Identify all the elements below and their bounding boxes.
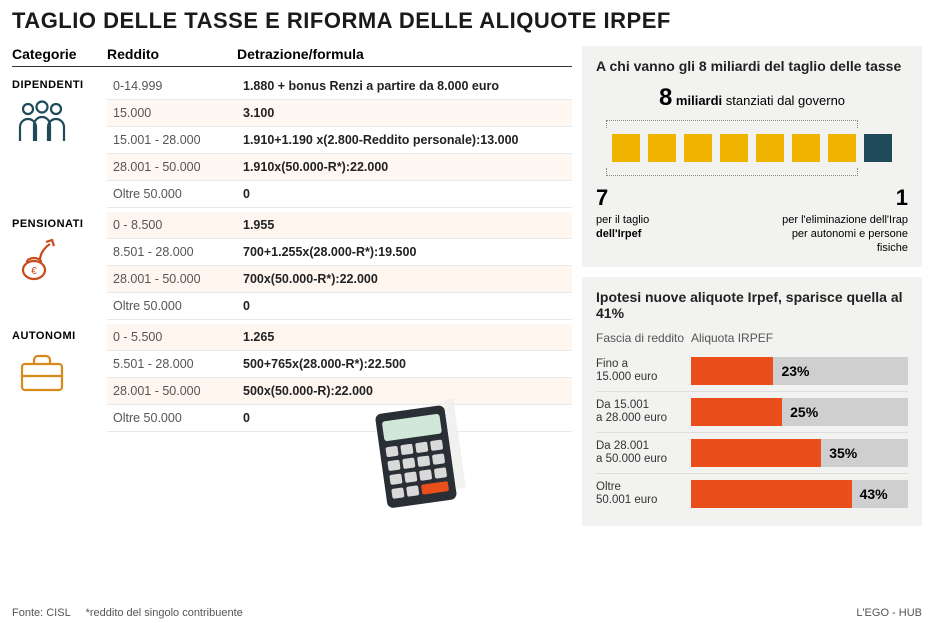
group-dipendenti: DIPENDENTI0-14.9991.880 + bonus Renzi a … xyxy=(12,73,572,208)
group-name: PENSIONATI xyxy=(12,218,107,230)
cell-detrazione: 0 xyxy=(243,299,566,313)
cell-detrazione: 500+765x(28.000-R*):22.500 xyxy=(243,357,566,371)
table-row: 5.501 - 28.000500+765x(28.000-R*):22.500 xyxy=(107,351,572,378)
cell-reddito: 15.000 xyxy=(113,106,243,120)
brackets-col-aliquota: Aliquota IRPEF xyxy=(691,331,773,345)
cell-detrazione: 1.880 + bonus Renzi a partire da 8.000 e… xyxy=(243,79,566,93)
cell-reddito: 8.501 - 28.000 xyxy=(113,245,243,259)
bracket-pct: 35% xyxy=(829,445,857,461)
footer-credit: L'EGO - HUB xyxy=(856,607,922,619)
allocation-box: A chi vanno gli 8 miliardi del taglio de… xyxy=(582,46,922,267)
cell-detrazione: 0 xyxy=(243,411,566,425)
bracket-bar: 43% xyxy=(691,480,908,508)
bracket-bar: 25% xyxy=(691,398,908,426)
cell-reddito: Oltre 50.000 xyxy=(113,411,243,425)
table-row: 28.001 - 50.000700x(50.000-R*):22.000 xyxy=(107,266,572,293)
allocation-square xyxy=(792,134,820,162)
main-title: TAGLIO DELLE TASSE E RIFORMA DELLE ALIQU… xyxy=(12,8,922,34)
cell-reddito: 0 - 5.500 xyxy=(113,330,243,344)
cell-detrazione: 1.265 xyxy=(243,330,566,344)
header-detrazione: Detrazione/formula xyxy=(237,46,572,62)
deductions-table: Categorie Reddito Detrazione/formula DIP… xyxy=(12,46,572,526)
footer-source: Fonte: CISL *reddito del singolo contrib… xyxy=(12,607,243,619)
table-row: 0-14.9991.880 + bonus Renzi a partire da… xyxy=(107,73,572,100)
bracket-label: Oltre50.001 euro xyxy=(596,481,691,509)
table-row: Oltre 50.0000 xyxy=(107,293,572,320)
allocation-title: A chi vanno gli 8 miliardi del taglio de… xyxy=(596,58,908,74)
allocation-squares xyxy=(596,126,908,170)
cell-detrazione: 1.910+1.190 x(2.800-Reddito personale):1… xyxy=(243,133,566,147)
cell-detrazione: 0 xyxy=(243,187,566,201)
cell-detrazione: 1.910x(50.000-R*):22.000 xyxy=(243,160,566,174)
brackets-col-fascia: Fascia di reddito xyxy=(596,331,691,345)
brackets-title: Ipotesi nuove aliquote Irpef, sparisce q… xyxy=(596,289,908,321)
cell-reddito: 28.001 - 50.000 xyxy=(113,160,243,174)
cell-reddito: 28.001 - 50.000 xyxy=(113,272,243,286)
bracket-pct: 23% xyxy=(781,363,809,379)
allocation-headline: 8 miliardi stanziati dal governo xyxy=(596,84,908,112)
cell-detrazione: 3.100 xyxy=(243,106,566,120)
bracket-pct: 43% xyxy=(860,486,888,502)
header-categorie: Categorie xyxy=(12,46,107,62)
table-row: 28.001 - 50.000500x(50.000-R):22.000 xyxy=(107,378,572,405)
table-row: Oltre 50.0000 xyxy=(107,405,572,432)
allocation-square xyxy=(612,134,640,162)
table-row: 15.0003.100 xyxy=(107,100,572,127)
allocation-right: 1 per l'eliminazione dell'Irap per auton… xyxy=(758,184,908,255)
svg-text:€: € xyxy=(31,266,37,277)
table-row: 0 - 5.5001.265 xyxy=(107,324,572,351)
brackets-box: Ipotesi nuove aliquote Irpef, sparisce q… xyxy=(582,277,922,526)
people-icon xyxy=(12,97,72,147)
table-row: 8.501 - 28.000700+1.255x(28.000-R*):19.5… xyxy=(107,239,572,266)
allocation-square xyxy=(828,134,856,162)
header-reddito: Reddito xyxy=(107,46,237,62)
bracket-label: Da 28.001a 50.000 euro xyxy=(596,440,691,468)
allocation-square xyxy=(684,134,712,162)
cell-detrazione: 500x(50.000-R):22.000 xyxy=(243,384,566,398)
bracket-bar: 23% xyxy=(691,357,908,385)
pension-icon: € xyxy=(12,236,72,286)
allocation-square xyxy=(720,134,748,162)
cell-reddito: 0-14.999 xyxy=(113,79,243,93)
allocation-square-dark xyxy=(864,134,892,162)
cell-reddito: Oltre 50.000 xyxy=(113,299,243,313)
allocation-square xyxy=(756,134,784,162)
group-pensionati: PENSIONATI€0 - 8.5001.9558.501 - 28.0007… xyxy=(12,212,572,320)
allocation-square xyxy=(648,134,676,162)
cell-detrazione: 700+1.255x(28.000-R*):19.500 xyxy=(243,245,566,259)
group-autonomi: AUTONOMI0 - 5.5001.2655.501 - 28.000500+… xyxy=(12,324,572,432)
cell-detrazione: 700x(50.000-R*):22.000 xyxy=(243,272,566,286)
bracket-row: Da 28.001a 50.000 euro 35% xyxy=(596,433,908,474)
cell-reddito: Oltre 50.000 xyxy=(113,187,243,201)
table-header-row: Categorie Reddito Detrazione/formula xyxy=(12,46,572,67)
group-name: AUTONOMI xyxy=(12,330,107,342)
table-row: 28.001 - 50.0001.910x(50.000-R*):22.000 xyxy=(107,154,572,181)
table-row: 15.001 - 28.0001.910+1.190 x(2.800-Reddi… xyxy=(107,127,572,154)
group-name: DIPENDENTI xyxy=(12,79,107,91)
bracket-row: Fino a15.000 euro 23% xyxy=(596,351,908,392)
cell-reddito: 28.001 - 50.000 xyxy=(113,384,243,398)
cell-reddito: 0 - 8.500 xyxy=(113,218,243,232)
bracket-row: Oltre50.001 euro 43% xyxy=(596,474,908,514)
briefcase-icon xyxy=(12,348,72,398)
bracket-label: Fino a15.000 euro xyxy=(596,358,691,386)
bracket-row: Da 15.001a 28.000 euro 25% xyxy=(596,392,908,433)
cell-reddito: 5.501 - 28.000 xyxy=(113,357,243,371)
bracket-bar: 35% xyxy=(691,439,908,467)
cell-detrazione: 1.955 xyxy=(243,218,566,232)
bracket-label: Da 15.001a 28.000 euro xyxy=(596,399,691,427)
allocation-left: 7 per il taglio dell'Irpef xyxy=(596,184,649,255)
table-row: Oltre 50.0000 xyxy=(107,181,572,208)
table-row: 0 - 8.5001.955 xyxy=(107,212,572,239)
bracket-pct: 25% xyxy=(790,404,818,420)
cell-reddito: 15.001 - 28.000 xyxy=(113,133,243,147)
